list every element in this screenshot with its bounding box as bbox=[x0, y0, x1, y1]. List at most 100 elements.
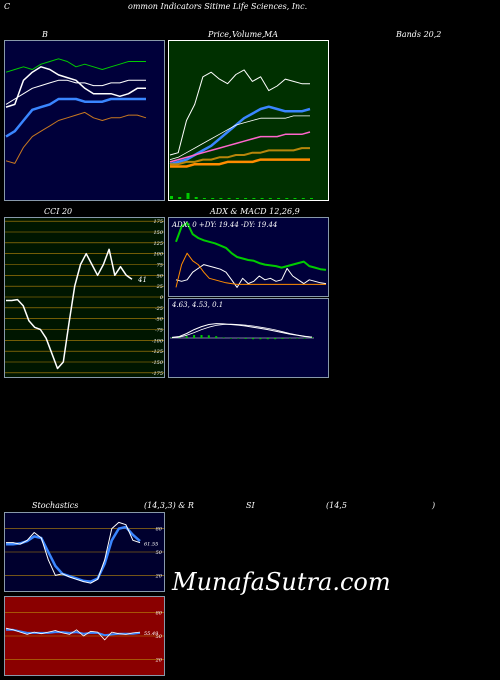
macd-histogram-bar bbox=[281, 338, 284, 339]
rsi-line bbox=[5, 627, 141, 641]
rsi-params-label: (14,5 bbox=[326, 501, 347, 510]
rsi-chart: 80 50 20 55.49 bbox=[4, 596, 165, 676]
cci-tick-label: 125 bbox=[153, 241, 163, 247]
macd-histogram-bar bbox=[178, 337, 181, 338]
volume-bar bbox=[227, 198, 231, 199]
stoch-params-label: (14,3,3) & R bbox=[144, 501, 194, 510]
cci-tick-label: -75 bbox=[155, 328, 163, 334]
cci-line bbox=[6, 248, 133, 370]
rsi-tick-label: 80 bbox=[156, 611, 163, 617]
macd-histogram-bar bbox=[237, 338, 240, 339]
macd-histogram-bar bbox=[215, 336, 218, 338]
adx-plus-di-line bbox=[175, 221, 327, 271]
rsi-tick-label: 50 bbox=[156, 634, 163, 640]
rsi-last-value: 55.49 bbox=[144, 631, 159, 637]
adx-chart: ADX: 0 +DY: 19.44 -DY: 19.44 bbox=[168, 217, 329, 297]
macd-histogram-bar bbox=[266, 338, 269, 340]
close-paren-label: ) bbox=[432, 501, 436, 510]
header-left-letter: C bbox=[4, 2, 11, 11]
ma-long-line bbox=[170, 158, 310, 168]
macd-histogram-bar bbox=[303, 338, 306, 339]
cci-tick-label: -100 bbox=[152, 338, 164, 344]
stoch-label: Stochastics bbox=[32, 501, 79, 510]
ma-pink-line bbox=[169, 131, 311, 163]
macd-histogram-bar bbox=[296, 338, 299, 339]
volume-bar bbox=[277, 198, 281, 199]
volume-bar bbox=[310, 198, 313, 199]
ma-price-line bbox=[169, 69, 310, 156]
stoch-tick-label: 50 bbox=[156, 550, 163, 556]
cci-tick-label: 175 bbox=[153, 219, 163, 225]
cci-tick-label: -175 bbox=[152, 371, 163, 377]
price-label: Price, bbox=[208, 30, 232, 39]
macd-chart: 4.63, 4.53, 0.1 bbox=[168, 298, 329, 378]
macd-histogram-bar bbox=[259, 338, 262, 340]
panel-background bbox=[168, 40, 329, 201]
price-ma-chart bbox=[168, 40, 329, 201]
adx-minus-di-line bbox=[175, 264, 327, 288]
macd-histogram-bar bbox=[311, 337, 313, 338]
macd-histogram-bar bbox=[274, 338, 277, 340]
volume-label: Volume, bbox=[232, 30, 265, 39]
ma-label: MA bbox=[264, 30, 278, 39]
macd-histogram-bar bbox=[222, 337, 225, 338]
panel-background bbox=[4, 40, 165, 201]
stochastics-chart: 80 50 20 61.55 bbox=[4, 512, 165, 592]
stoch-d-line bbox=[6, 525, 141, 583]
volume-bar bbox=[268, 198, 272, 199]
stoch-k-line bbox=[6, 521, 141, 584]
ma-gold-line bbox=[170, 147, 310, 166]
volume-bar bbox=[301, 198, 305, 199]
stoch-last-value: 61.55 bbox=[144, 542, 158, 548]
bb-upper-band bbox=[5, 58, 146, 73]
cci-label: CCI 20 bbox=[44, 207, 73, 216]
adx-line bbox=[175, 252, 326, 288]
volume-bar bbox=[211, 198, 215, 199]
cci-tick-label: 150 bbox=[153, 230, 163, 236]
ma-mid-line bbox=[169, 115, 310, 160]
macd-histogram-bar bbox=[244, 338, 247, 339]
cci-last-value: 41 bbox=[137, 276, 147, 284]
volume-bar bbox=[202, 198, 206, 199]
bollinger-chart bbox=[4, 40, 165, 201]
volume-bar bbox=[178, 197, 182, 199]
adx-macd-label: ADX & MACD 12,26,9 bbox=[210, 207, 300, 216]
si-label: SI bbox=[246, 501, 255, 510]
macd-histogram-bar bbox=[193, 335, 196, 338]
volume-bar bbox=[194, 197, 198, 199]
bands-label: Bands 20,2 bbox=[396, 30, 442, 39]
rsi-tick-label: 20 bbox=[155, 657, 163, 663]
cci-tick-label: -25 bbox=[155, 306, 163, 312]
volume-bar bbox=[285, 198, 289, 199]
stoch-tick-label: 80 bbox=[156, 527, 163, 533]
macd-readout: 4.63, 4.53, 0.1 bbox=[171, 301, 223, 309]
watermark: MunafaSutra.com bbox=[172, 568, 391, 596]
macd-signal-line bbox=[171, 323, 313, 339]
macd-histogram-bar bbox=[288, 338, 291, 339]
stoch-tick-label: 20 bbox=[155, 573, 163, 579]
bb-label: B bbox=[42, 30, 48, 39]
cci-tick-label: -50 bbox=[155, 317, 164, 323]
volume-bar bbox=[260, 198, 264, 199]
cci-tick-label: -150 bbox=[152, 360, 164, 366]
cci-chart: 175 150 125 100 75 50 25 0 -25 -50 -75 -100 -125 -150… bbox=[4, 217, 165, 378]
macd-line bbox=[171, 323, 313, 338]
macd-histogram-bar bbox=[207, 335, 210, 338]
cci-tick-label: 25 bbox=[156, 284, 163, 290]
volume-bar bbox=[293, 198, 297, 199]
volume-bar bbox=[186, 193, 190, 199]
volume-bar bbox=[244, 198, 248, 199]
bb-moving-average bbox=[5, 97, 146, 138]
bb-middle-line bbox=[5, 79, 146, 105]
macd-histogram-bar bbox=[185, 336, 188, 338]
volume-bar bbox=[219, 198, 223, 199]
macd-histogram-bar bbox=[252, 338, 255, 340]
panel-background bbox=[4, 217, 165, 378]
volume-bar bbox=[252, 198, 256, 199]
macd-histogram-bar bbox=[171, 337, 173, 338]
cci-tick-label: 100 bbox=[153, 252, 163, 258]
cci-tick-label: 0 bbox=[160, 295, 164, 301]
cci-tick-label: 50 bbox=[157, 273, 164, 279]
macd-histogram-bar bbox=[200, 335, 203, 338]
volume-bar bbox=[170, 196, 173, 199]
